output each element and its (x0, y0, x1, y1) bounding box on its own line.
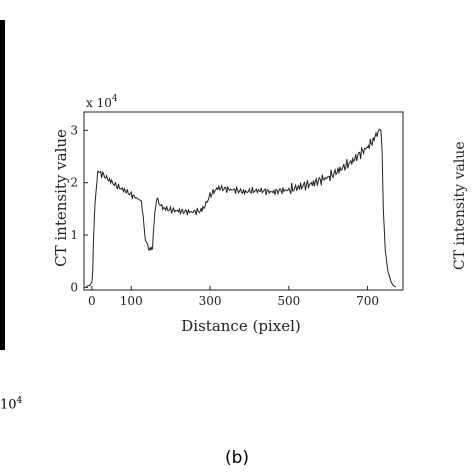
x-tick-label: 500 (277, 294, 300, 308)
series-line-ct-profile (85, 128, 397, 288)
tick-group: 0 100 300 500 700 0 1 2 3 (70, 123, 379, 308)
stray-multiplier-text: 104 (0, 396, 23, 413)
x-tick-label: 0 (88, 294, 96, 308)
x-tick-label: 100 (120, 294, 143, 308)
y-tick-label: 0 (70, 280, 78, 294)
x-tick-label: 300 (199, 294, 222, 308)
y-axis-label: CT intensity value (52, 129, 70, 267)
y-tick-label: 2 (70, 176, 78, 190)
figure-caption: (b) (224, 448, 250, 468)
y-multiplier: x 104 (86, 94, 118, 110)
plot-frame (83, 111, 404, 291)
x-tick-label: 700 (356, 294, 379, 308)
y-tick-label: 1 (70, 228, 78, 242)
y-tick-label: 3 (70, 123, 78, 137)
chart-axes (83, 111, 404, 291)
x-axis-label: Distance (pixel) (181, 317, 300, 335)
left-panel-edge-bar (0, 20, 5, 350)
stray-right-ylabel: CT intensity value (452, 141, 468, 270)
